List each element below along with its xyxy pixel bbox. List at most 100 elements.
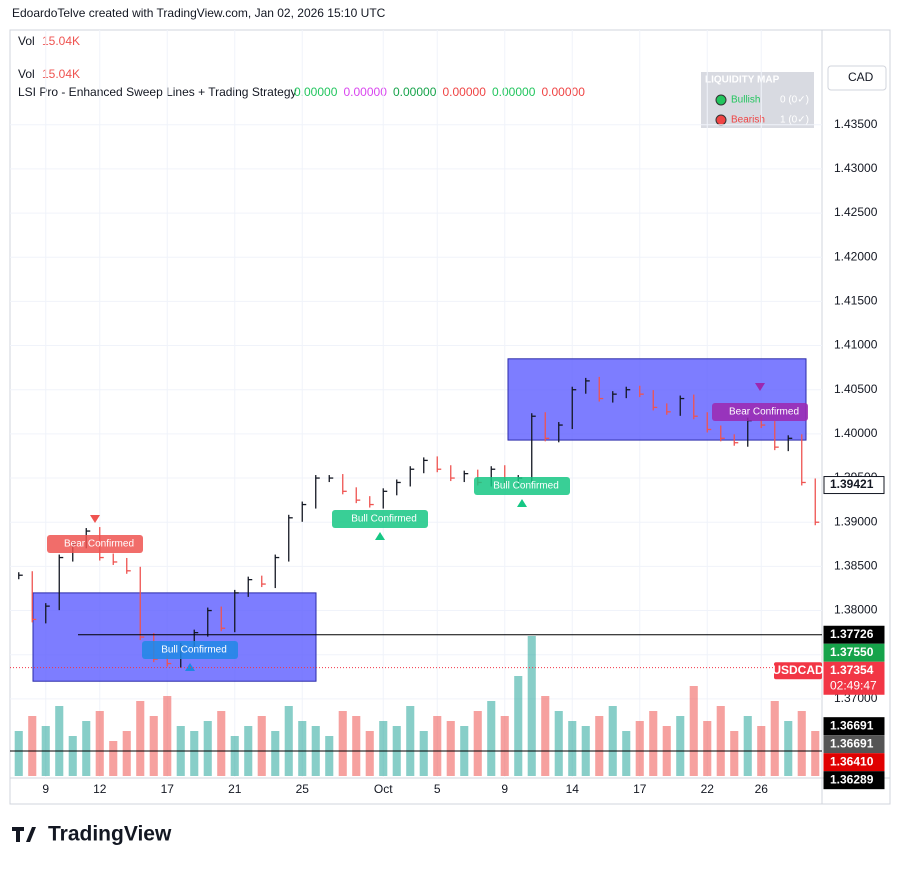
y-tick-label: 1.40000 — [834, 426, 878, 440]
price-label: 1.37726 — [830, 627, 874, 641]
price-bar — [45, 603, 50, 624]
volume-bar — [811, 731, 820, 776]
logo-mark — [12, 827, 36, 842]
price-bar — [733, 434, 739, 446]
row-name: Bearish — [731, 115, 765, 126]
price-bar — [774, 421, 779, 451]
price-bar — [58, 554, 64, 611]
signal-badge — [47, 535, 143, 553]
vol-value: 15.04K — [42, 34, 80, 48]
volume-bar — [230, 736, 239, 776]
indicator-value: 0.00000 — [492, 85, 536, 99]
volume-bar — [676, 716, 685, 776]
price-bar — [369, 496, 374, 508]
row-count: 0 (0✓) — [780, 95, 809, 106]
signal-badge — [332, 510, 428, 528]
x-tick-label: 17 — [633, 782, 647, 796]
volume-bar — [554, 711, 563, 776]
volume-bar — [82, 721, 91, 776]
price-bar — [450, 465, 455, 482]
price-bar — [814, 478, 820, 526]
price-label-bg — [823, 771, 885, 790]
indicator-value: 0.00000 — [393, 85, 437, 99]
signal-arrow — [517, 499, 527, 507]
signal-arrow — [185, 663, 195, 671]
y-tick-label: 1.42000 — [834, 249, 878, 263]
signal-label: Bull Confirmed — [351, 514, 417, 525]
volume-bar — [487, 701, 496, 776]
volume-bar — [527, 636, 536, 776]
indicator-value: 0.00000 — [542, 85, 586, 99]
signal-label: Bear Confirmed — [729, 407, 799, 418]
x-tick-label: 9 — [42, 782, 49, 796]
indicator-value: 0.00000 — [443, 85, 487, 99]
volume-bar — [257, 716, 266, 776]
volume-bar — [595, 716, 604, 776]
volume-bar — [784, 721, 793, 776]
volume-bar — [514, 676, 523, 776]
liquidity-map-title: LIQUIDITY MAP — [705, 75, 780, 86]
price-bar — [112, 553, 118, 565]
y-tick-label: 1.40500 — [834, 382, 878, 396]
x-tick-label: 12 — [93, 782, 107, 796]
volume-bar — [271, 731, 280, 776]
price-bar — [720, 425, 725, 442]
price-bar — [355, 487, 361, 504]
y-tick-label: 1.38500 — [834, 559, 878, 573]
price-label-bg — [823, 717, 885, 736]
price-label: 1.36691 — [830, 718, 874, 732]
liquidity-zone — [32, 592, 317, 682]
volume-bar — [419, 731, 428, 776]
x-tick-label: 9 — [501, 782, 508, 796]
vol-label: Vol — [18, 67, 35, 81]
price-label-bg — [823, 735, 885, 754]
price-bar — [234, 589, 239, 633]
volume-bar — [284, 706, 293, 776]
y-tick-label: 1.43500 — [834, 117, 878, 131]
price-bar — [247, 576, 253, 597]
volume-bar — [568, 721, 577, 776]
price-bar — [652, 390, 658, 411]
currency[interactable]: CAD — [848, 70, 874, 84]
volume-bar — [203, 721, 212, 776]
volume-bar — [608, 706, 617, 776]
price-label-bg — [823, 625, 885, 644]
volume-bar — [68, 736, 77, 776]
row-name: Bullish — [731, 95, 760, 106]
x-tick-label: 25 — [296, 782, 310, 796]
price-bar — [598, 376, 604, 402]
volume-bar — [95, 711, 104, 776]
volume-bar — [473, 711, 482, 776]
price-bar — [666, 403, 671, 415]
volume-bar — [325, 736, 334, 776]
x-tick-label: 14 — [566, 782, 580, 796]
price-bar — [679, 395, 685, 416]
volume-bar — [298, 721, 307, 776]
volume-bar — [28, 716, 37, 776]
y-tick-label: 1.39000 — [834, 514, 878, 528]
indicator-value: 0.00000 — [344, 85, 388, 99]
currency-button[interactable] — [827, 65, 887, 91]
price-label-bg — [823, 476, 885, 495]
price-label: 1.36691 — [830, 736, 874, 750]
signal-badge — [712, 403, 808, 421]
price-label: 1.39421 — [830, 477, 874, 491]
x-tick-label: Oct — [374, 782, 393, 796]
volume-bar — [122, 731, 131, 776]
price-bar — [571, 386, 577, 430]
signal-label: Bull Confirmed — [493, 481, 559, 492]
price-bar — [301, 501, 307, 522]
symbol-tag: USDCAD — [772, 663, 824, 677]
x-tick-label: 21 — [228, 782, 242, 796]
volume-bar — [365, 731, 374, 776]
signal-badge — [474, 477, 570, 495]
price-bar — [585, 377, 590, 394]
price-bar — [436, 456, 442, 473]
price-bar — [801, 434, 806, 486]
y-tick-label: 1.41500 — [834, 294, 878, 308]
volume-bar — [14, 731, 23, 776]
price-bar — [261, 575, 266, 588]
tv-logo: TradingView — [12, 823, 172, 846]
x-tick-label: 5 — [434, 782, 441, 796]
vol-value: 15.04K — [42, 67, 80, 81]
